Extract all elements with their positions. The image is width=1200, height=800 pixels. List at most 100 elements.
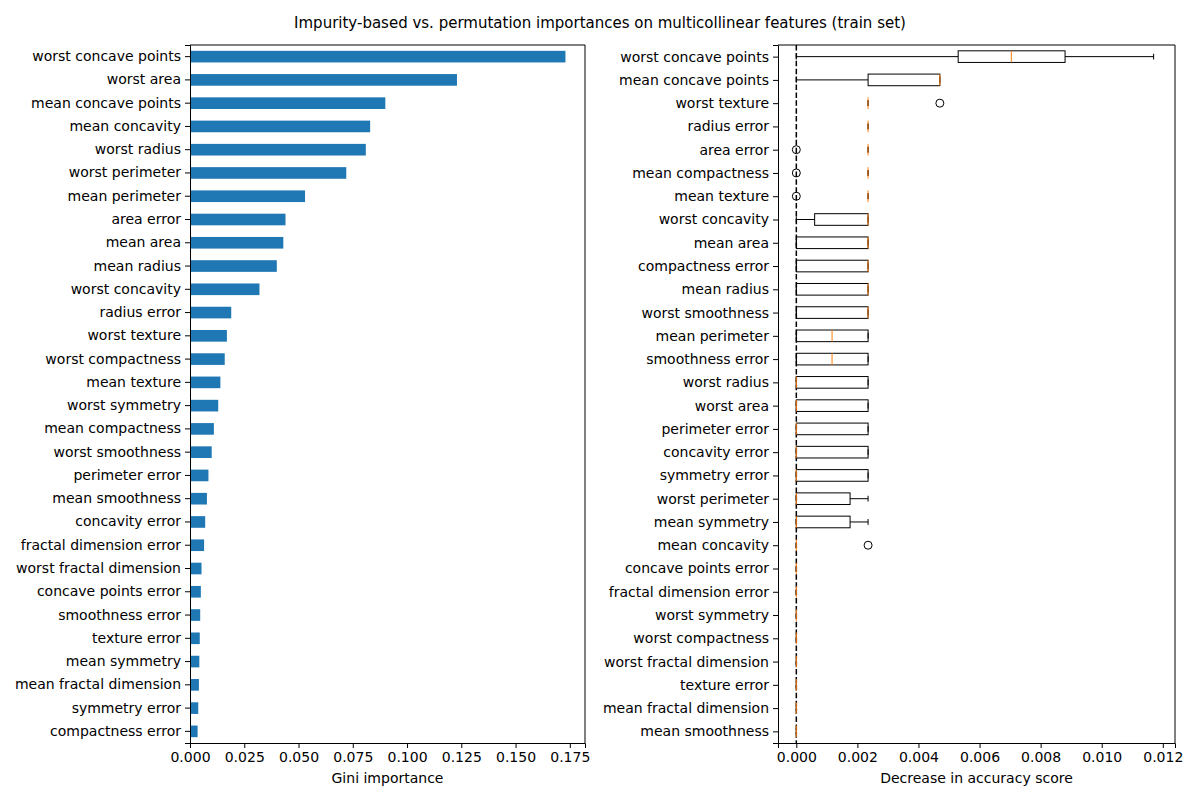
box — [796, 679, 797, 691]
tick-label: mean texture — [86, 374, 181, 390]
tick-mark — [773, 80, 778, 81]
box — [796, 353, 868, 365]
tick-label: 0.125 — [442, 749, 482, 765]
y-tick: perimeter error — [661, 421, 778, 437]
median — [832, 353, 833, 365]
tick-label: concave points error — [625, 560, 769, 576]
x-tick: 0.125 — [442, 743, 482, 765]
tick-label: mean concavity — [657, 537, 769, 553]
x-axis: 0.0000.0250.0500.0750.1000.1250.1500.175 — [170, 743, 590, 765]
plot-area — [190, 45, 585, 743]
tick-mark — [1041, 743, 1042, 748]
median — [796, 656, 797, 668]
x-tick: 0.050 — [279, 743, 319, 765]
tick-mark — [773, 196, 778, 197]
tick-mark — [185, 56, 190, 57]
y-tick: worst texture — [87, 327, 190, 343]
tick-label: mean concave points — [619, 72, 769, 88]
median — [796, 423, 797, 435]
whisker — [796, 79, 868, 80]
bar — [190, 237, 283, 249]
tick-mark — [773, 150, 778, 151]
box — [796, 609, 797, 621]
box — [796, 516, 850, 528]
median — [868, 307, 869, 319]
y-tick: concavity error — [75, 513, 190, 529]
median — [868, 260, 869, 272]
median — [796, 726, 797, 738]
tick-label: worst area — [107, 71, 181, 87]
tick-mark — [185, 475, 190, 476]
tick-mark — [773, 475, 778, 476]
tick-mark — [773, 243, 778, 244]
tick-mark — [796, 743, 797, 748]
box — [815, 214, 868, 226]
tick-label: mean smoothness — [640, 723, 769, 739]
tick-mark — [773, 545, 778, 546]
tick-label: 0.008 — [1021, 749, 1061, 765]
tick-mark — [773, 429, 778, 430]
box — [868, 144, 869, 156]
bar — [190, 609, 200, 621]
tick-label: 0.012 — [1143, 749, 1183, 765]
tick-mark — [353, 743, 354, 748]
axis-line — [779, 744, 1176, 749]
box — [796, 493, 850, 505]
reference-line — [796, 45, 798, 743]
tick-mark — [185, 405, 190, 406]
y-tick: mean smoothness — [640, 723, 778, 739]
outlier — [864, 541, 872, 549]
tick-mark — [185, 335, 190, 336]
y-tick: texture error — [92, 630, 190, 646]
x-tick: 0.002 — [838, 743, 878, 765]
y-tick: radius error — [99, 304, 190, 320]
tick-label: mean symmetry — [654, 514, 769, 530]
tick-label: worst fractal dimension — [604, 654, 769, 670]
tick-label: 0.075 — [333, 749, 373, 765]
tick-mark — [773, 103, 778, 104]
bar — [190, 679, 199, 691]
tick-label: 0.000 — [170, 749, 210, 765]
tick-mark — [516, 743, 517, 748]
tick-mark — [185, 731, 190, 732]
median — [868, 167, 869, 179]
tick-mark — [773, 662, 778, 663]
y-tick: mean fractal dimension — [603, 700, 778, 716]
tick-mark — [185, 638, 190, 639]
tick-mark — [185, 498, 190, 499]
tick-label: mean fractal dimension — [15, 676, 181, 692]
box — [796, 307, 868, 319]
tick-label: mean concave points — [31, 95, 181, 111]
y-tick: mean smoothness — [52, 490, 190, 506]
whisker — [796, 219, 814, 220]
tick-mark — [773, 220, 778, 221]
y-tick: worst fractal dimension — [16, 560, 190, 576]
tick-label: 0.000 — [777, 749, 817, 765]
bar — [190, 74, 457, 86]
x-axis-title: Gini importance — [332, 770, 444, 786]
tick-mark — [185, 103, 190, 104]
tick-label: mean symmetry — [66, 653, 181, 669]
y-tick: worst area — [107, 71, 190, 87]
tick-label: worst perimeter — [657, 491, 770, 507]
y-tick: worst area — [695, 398, 778, 414]
tick-label: worst smoothness — [641, 305, 769, 321]
tick-label: mean compactness — [632, 165, 769, 181]
tick-mark — [773, 289, 778, 290]
tick-mark — [185, 708, 190, 709]
bar — [190, 283, 259, 295]
box — [868, 74, 940, 86]
bar — [190, 167, 346, 179]
tick-mark — [773, 638, 778, 639]
y-tick: smoothness error — [646, 351, 778, 367]
median — [868, 237, 869, 249]
y-tick: mean radius — [94, 258, 190, 274]
tick-mark — [185, 661, 190, 662]
tick-mark — [185, 312, 190, 313]
tick-label: worst concave points — [32, 48, 181, 64]
y-tick: worst texture — [675, 95, 778, 111]
median — [796, 609, 797, 621]
median — [868, 283, 869, 295]
figure: Impurity-based vs. permutation importanc… — [0, 0, 1200, 800]
tick-label: 0.025 — [225, 749, 265, 765]
